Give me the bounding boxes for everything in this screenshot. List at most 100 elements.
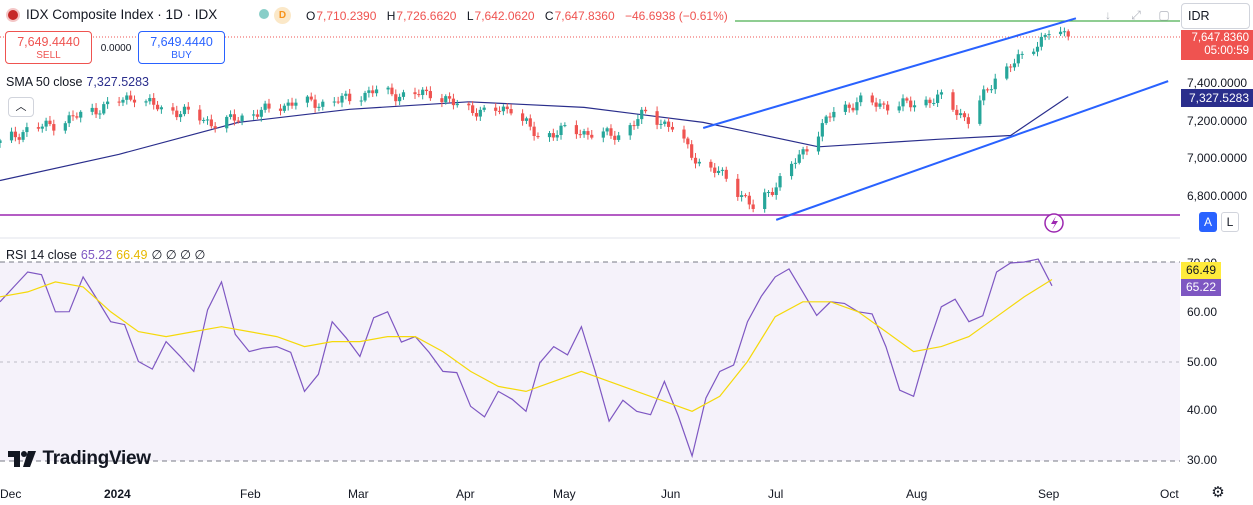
candle-body xyxy=(13,131,17,138)
candle-body xyxy=(1009,66,1013,68)
candle-body xyxy=(547,133,552,138)
fullscreen-icon[interactable]: ⤢ xyxy=(1131,8,1141,22)
sell-button[interactable]: 7,649.4440 SELL xyxy=(5,31,92,64)
sma-price-tag: 7,327.5283 xyxy=(1181,89,1253,107)
candle-body xyxy=(198,109,202,121)
candle-body xyxy=(132,99,137,103)
candle-body xyxy=(497,110,502,112)
auto-scale-button[interactable]: A xyxy=(1199,212,1217,232)
candle-body xyxy=(697,161,701,164)
rsi-ma-legend-value: 66.49 xyxy=(116,248,148,262)
candle-body xyxy=(9,131,14,141)
candle-body xyxy=(1043,34,1047,37)
candle-body xyxy=(740,195,744,197)
candle-body xyxy=(617,135,621,140)
candle-body xyxy=(236,120,240,122)
candle-body xyxy=(720,169,725,171)
sell-label: SELL xyxy=(36,50,61,61)
candle-body xyxy=(467,103,471,106)
candle-body xyxy=(905,98,909,101)
log-scale-button[interactable]: L xyxy=(1221,212,1239,232)
candle-body xyxy=(209,119,213,127)
candle-body xyxy=(536,136,540,138)
candle-body xyxy=(1066,31,1070,37)
candle-body xyxy=(601,131,605,138)
candle-body xyxy=(71,115,75,117)
chevron-up-icon[interactable]: ︿ xyxy=(8,97,34,117)
candle-body xyxy=(455,103,459,106)
candle-body xyxy=(394,94,398,102)
currency-selector[interactable]: IDR xyxy=(1181,3,1250,29)
data-delay-badge[interactable]: D xyxy=(274,7,291,24)
candle-body xyxy=(613,135,617,140)
candle-body xyxy=(202,119,206,121)
candle-body xyxy=(532,126,536,137)
buy-button[interactable]: 7,649.4440 BUY xyxy=(138,31,225,64)
candle-body xyxy=(125,95,129,100)
trend-channel[interactable] xyxy=(702,17,1169,221)
candle-body xyxy=(989,89,993,91)
time-tick: Aug xyxy=(906,487,928,501)
symbol-title[interactable]: IDX Composite Index · 1D · IDX xyxy=(26,7,218,22)
candle-body xyxy=(797,154,801,163)
candle-body xyxy=(643,109,648,112)
candle-body xyxy=(670,126,675,130)
candle-body xyxy=(359,100,363,102)
candle-body xyxy=(501,106,505,112)
candle-body xyxy=(528,118,532,127)
candle-body xyxy=(179,114,183,118)
price-tick: 6,800.0000 xyxy=(1187,189,1248,203)
candle-body xyxy=(509,109,513,114)
candle-body xyxy=(98,113,102,115)
candle-body xyxy=(924,99,928,106)
candle-body xyxy=(851,107,855,111)
last-price-tag: 7,647.8360 05:00:59 xyxy=(1181,30,1253,60)
candle-body xyxy=(628,125,632,136)
rsi-tick: 40.00 xyxy=(1187,403,1218,417)
candle-body xyxy=(563,125,567,127)
candle-body xyxy=(36,127,41,129)
candle-body xyxy=(955,109,959,116)
time-tick: Feb xyxy=(240,487,261,501)
candle-body xyxy=(63,123,67,131)
candle-body xyxy=(94,107,98,115)
candle-body xyxy=(640,109,644,120)
ohlc-open: 7,710.2390 xyxy=(316,9,377,23)
candle-body xyxy=(321,101,325,107)
candle-body xyxy=(317,106,321,108)
candle-body xyxy=(440,98,444,103)
rsi-ma-line xyxy=(0,278,1053,412)
time-tick: Apr xyxy=(456,487,475,501)
tradingview-logo-text: TradingView xyxy=(42,448,151,469)
candle-body xyxy=(770,191,774,195)
candle-body xyxy=(344,93,348,96)
snapshot-icon[interactable]: ▢ xyxy=(1158,8,1170,22)
candle-body xyxy=(386,87,390,90)
symbol-logo[interactable] xyxy=(6,8,20,22)
download-icon[interactable]: ↓ xyxy=(1105,8,1111,22)
ohlc-high-key: H xyxy=(386,9,396,23)
spread-value: 0.0000 xyxy=(100,43,132,54)
tradingview-logo[interactable]: TradingView xyxy=(8,448,151,470)
candle-body xyxy=(263,103,267,110)
candle-body xyxy=(985,89,990,91)
price-tick: 7,200.0000 xyxy=(1187,114,1248,128)
candle-body xyxy=(0,140,2,143)
candle-body xyxy=(663,121,667,124)
sma-legend[interactable]: SMA 50 close 7,327.5283 xyxy=(6,75,149,89)
candle-body xyxy=(182,106,187,115)
gear-icon[interactable]: ⚙ xyxy=(1211,484,1225,501)
rsi-legend[interactable]: RSI 14 close 65.22 66.49 ∅ ∅ ∅ ∅ xyxy=(6,247,205,262)
candle-body xyxy=(421,89,425,95)
candle-body xyxy=(363,92,367,101)
candle-body xyxy=(144,101,148,103)
candle-body xyxy=(240,115,244,121)
candle-body xyxy=(252,114,256,116)
candle-body xyxy=(1058,31,1063,35)
candle-body xyxy=(632,125,636,127)
market-status-dot[interactable] xyxy=(259,9,269,19)
price-chart[interactable] xyxy=(0,0,1180,480)
candle-body xyxy=(267,103,271,109)
candle-body xyxy=(713,167,717,173)
channel-lower-line xyxy=(775,80,1169,221)
